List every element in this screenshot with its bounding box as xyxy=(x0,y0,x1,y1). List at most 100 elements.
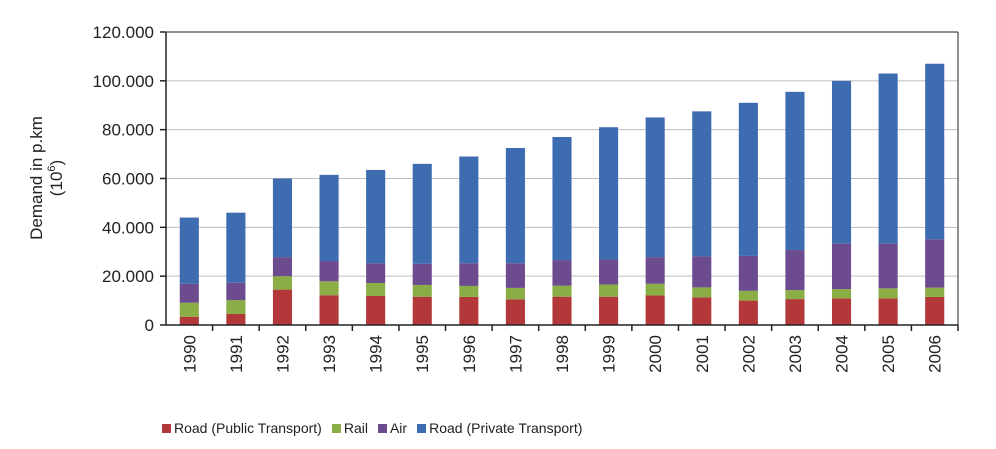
bar-stack-2006 xyxy=(925,63,945,325)
bar-stack-2002 xyxy=(738,102,758,325)
bar-segment xyxy=(412,296,432,325)
y-tick-label: 100.000 xyxy=(93,72,154,91)
x-tick-label: 1999 xyxy=(600,335,619,373)
legend-item: Road (Public Transport) xyxy=(162,420,322,436)
x-tick-label: 1991 xyxy=(227,335,246,373)
x-ticks: 1990 1991 1992 1993 1994 1995 1996 1997 1998 1999… xyxy=(180,325,959,373)
bar-segment xyxy=(785,299,805,325)
x-tick-label: 1995 xyxy=(413,335,432,373)
bar-segment xyxy=(738,255,758,291)
bar-segment xyxy=(459,263,479,286)
bar-segment xyxy=(319,261,339,282)
bar-segment xyxy=(599,296,619,325)
x-tick-label: 1993 xyxy=(320,335,339,373)
bar-segment xyxy=(272,178,293,258)
bar-segment xyxy=(738,102,758,256)
bar-stack-1996 xyxy=(459,156,479,325)
x-tick-label: 1996 xyxy=(460,335,479,373)
x-tick-label: 1997 xyxy=(506,335,525,373)
bar-segment xyxy=(459,285,479,297)
bar-stack-1991 xyxy=(226,212,246,325)
bar-segment xyxy=(831,298,852,325)
legend-swatch xyxy=(331,423,341,433)
x-tick-label: 1998 xyxy=(553,335,572,373)
bar-stack-1999 xyxy=(599,127,619,325)
y-axis-title: Demand in p.km (106) xyxy=(27,116,66,240)
bars xyxy=(179,63,945,325)
bar-segment xyxy=(878,243,898,289)
bar-stack-1997 xyxy=(505,147,525,325)
bar-stack-1995 xyxy=(412,163,432,325)
bar-segment xyxy=(319,295,339,325)
bar-segment xyxy=(831,243,852,290)
bar-segment xyxy=(505,299,525,325)
bar-segment xyxy=(552,260,572,286)
bar-segment xyxy=(272,257,293,277)
bar-segment xyxy=(366,169,386,264)
y-axis-label: Demand in p.km xyxy=(27,116,46,240)
x-tick-label: 2002 xyxy=(739,335,758,373)
x-tick-label: 2005 xyxy=(879,335,898,373)
bar-segment xyxy=(925,287,945,297)
bar-stack-1998 xyxy=(552,136,572,325)
bar-segment xyxy=(738,290,758,301)
bar-segment xyxy=(505,147,525,264)
bar-segment xyxy=(226,282,246,301)
bar-segment xyxy=(505,263,525,288)
x-tick-label: 2003 xyxy=(786,335,805,373)
legend-label: Road (Public Transport) xyxy=(174,420,322,436)
bar-segment xyxy=(599,259,619,285)
bar-segment xyxy=(179,302,199,317)
legend-item: Rail xyxy=(331,420,368,436)
bar-segment xyxy=(692,287,712,298)
bar-segment xyxy=(692,256,712,288)
bar-segment xyxy=(692,111,712,257)
y-tick-label: 0 xyxy=(145,316,154,335)
bar-segment xyxy=(179,283,199,303)
bar-stack-2005 xyxy=(878,73,898,325)
bar-segment xyxy=(366,283,386,296)
bar-stack-2003 xyxy=(785,91,805,325)
y-tick-label: 60.000 xyxy=(102,170,154,189)
bar-segment xyxy=(831,289,852,299)
bar-segment xyxy=(645,117,665,258)
bar-segment xyxy=(645,283,665,296)
bar-segment xyxy=(785,250,805,291)
legend-swatch xyxy=(162,423,171,433)
x-tick-label: 1994 xyxy=(367,335,386,373)
legend-item: Air xyxy=(377,420,408,436)
bar-segment xyxy=(645,295,665,325)
x-tick-label: 1992 xyxy=(273,335,292,373)
bar-segment xyxy=(599,284,619,297)
bar-segment xyxy=(272,289,293,325)
bar-stack-2000 xyxy=(645,117,665,325)
y-tick-label: 20.000 xyxy=(102,267,154,286)
bar-segment xyxy=(878,288,898,299)
bar-segment xyxy=(226,300,246,315)
y-tick-label: 80.000 xyxy=(102,121,154,140)
x-tick-label: 2004 xyxy=(833,335,852,373)
bar-segment xyxy=(831,80,852,244)
bar-stack-1994 xyxy=(366,169,386,325)
bar-segment xyxy=(319,281,339,296)
legend-item: Road (Private Transport) xyxy=(417,420,582,436)
bar-segment xyxy=(645,257,665,284)
bar-segment xyxy=(599,127,619,260)
legend: Road (Public Transport) Rail Air Road (Priv… xyxy=(162,420,592,436)
bar-segment xyxy=(785,290,805,300)
legend-label: Air xyxy=(389,420,408,436)
bar-segment xyxy=(412,284,432,297)
x-tick-label: 2001 xyxy=(693,335,712,373)
legend-label: Road (Private Transport) xyxy=(429,420,583,436)
bar-stack-2001 xyxy=(692,111,712,325)
bar-segment xyxy=(925,296,945,325)
bar-segment xyxy=(925,239,945,288)
bar-segment xyxy=(459,296,479,325)
legend-swatch xyxy=(377,423,387,433)
bar-stack-2004 xyxy=(831,80,852,325)
x-tick-label: 2006 xyxy=(926,335,945,373)
bar-segment xyxy=(179,217,199,284)
bar-stack-1992 xyxy=(272,178,293,325)
bar-segment xyxy=(179,316,199,325)
